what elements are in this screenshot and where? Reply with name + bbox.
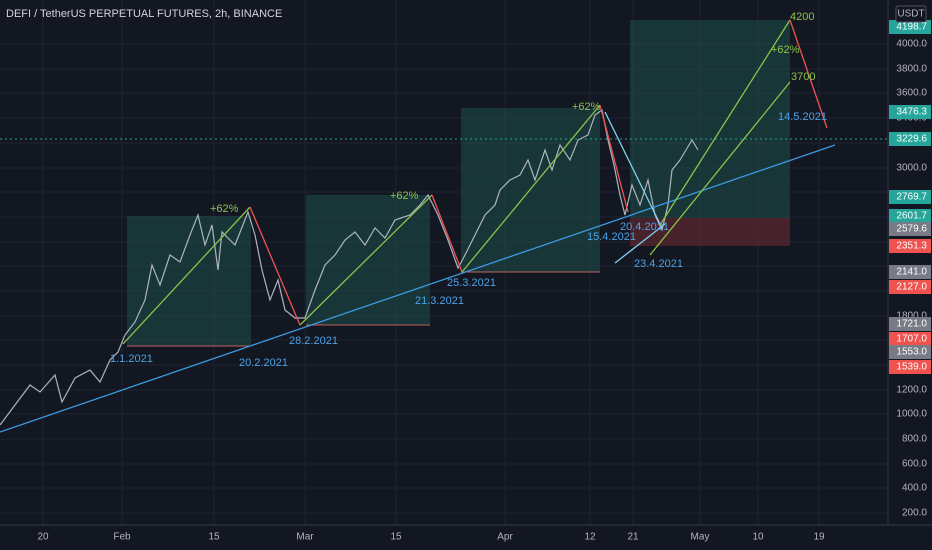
badge-label: 2127.0 — [896, 282, 927, 293]
time-label: 19 — [813, 532, 825, 543]
badge-label: 2769.7 — [896, 192, 927, 203]
price-label: 1000.0 — [896, 409, 927, 420]
gain-label: +62% — [572, 101, 601, 113]
target-label: 3700 — [791, 71, 815, 83]
badge-bg — [889, 317, 931, 331]
grid — [0, 0, 888, 525]
badge-label: 3229.6 — [896, 134, 927, 145]
badge-bg — [889, 280, 931, 294]
date-label: 21.3.2021 — [415, 295, 464, 307]
price-label: 600.0 — [902, 459, 927, 470]
badge-bg — [889, 360, 931, 374]
time-label: 20 — [37, 532, 49, 543]
price-label: 1200.0 — [896, 385, 927, 396]
badge-bg — [889, 20, 931, 34]
date-label: 28.2.2021 — [289, 335, 338, 347]
time-label: 15 — [208, 532, 220, 543]
badge-label: 1539.0 — [896, 362, 927, 373]
price-label: 3800.0 — [896, 64, 927, 75]
time-label: 21 — [627, 532, 639, 543]
badge-label: 1707.0 — [896, 334, 927, 345]
badge-bg — [889, 239, 931, 253]
badge-label: 2351.3 — [896, 241, 927, 252]
date-label: 20.4.2021 — [620, 221, 669, 233]
price — [0, 108, 699, 426]
price-label: 3600.0 — [896, 88, 927, 99]
badge-label: 3476.3 — [896, 107, 927, 118]
time-label: 15 — [390, 532, 402, 543]
price-label: 400.0 — [902, 483, 927, 494]
chart-title: DEFI / TetherUS PERPETUAL FUTURES, 2h, B… — [6, 8, 282, 20]
badge-bg — [889, 332, 931, 346]
badge-bg — [889, 190, 931, 204]
badge-bg — [889, 222, 931, 236]
gain-label: +62% — [390, 190, 419, 202]
badge-bg — [889, 345, 931, 359]
time-label: Apr — [497, 532, 513, 543]
target-label: 4200 — [790, 11, 814, 23]
date-label: 25.3.2021 — [447, 277, 496, 289]
time-label: Mar — [296, 532, 314, 543]
badge-label: 4198.7 — [896, 22, 927, 33]
time-label: May — [691, 532, 710, 543]
time-axis: 20 Feb 15 Mar 15 Apr 12 21 May 10 19 — [37, 532, 825, 543]
currency-button[interactable] — [895, 5, 927, 23]
badge-label: 1553.0 — [896, 347, 927, 358]
time-label: 10 — [752, 532, 764, 543]
date-label: 14.5.2021 — [778, 111, 827, 123]
drawings — [0, 19, 836, 433]
date-label: 23.4.2021 — [634, 258, 683, 270]
price-label: 200.0 — [902, 508, 927, 519]
gain-label: +62% — [771, 44, 800, 56]
currency[interactable]: USDT — [897, 9, 924, 20]
date-label: 15.4.2021 — [587, 231, 636, 243]
badge-bg — [889, 209, 931, 223]
price-label: 4000.0 — [896, 39, 927, 50]
date-label: 1.1.2021 — [110, 353, 153, 365]
time-label: 12 — [584, 532, 596, 543]
gain-label: +62% — [210, 203, 239, 215]
badge-bg — [889, 105, 931, 119]
badge-label: 1721.0 — [896, 319, 927, 330]
annotations: +62% +62% +62% +62% 4200 3700 1.1.2021 2… — [110, 11, 827, 369]
badge-label: 2601.7 — [896, 211, 927, 222]
badge-label: 2141.0 — [896, 267, 927, 278]
price-label: 800.0 — [902, 434, 927, 445]
price-label: 1800.0 — [896, 311, 927, 322]
date-label: 20.2.2021 — [239, 357, 288, 369]
badge-bg — [889, 265, 931, 279]
price-badges: 4198.7 3476.3 3229.6 2769.7 2601.7 2579.6 2351… — [889, 20, 931, 374]
badge-bg — [889, 132, 931, 146]
price-label: 3000.0 — [896, 163, 927, 174]
time-label: Feb — [113, 532, 131, 543]
badge-label: 2579.6 — [896, 224, 927, 235]
